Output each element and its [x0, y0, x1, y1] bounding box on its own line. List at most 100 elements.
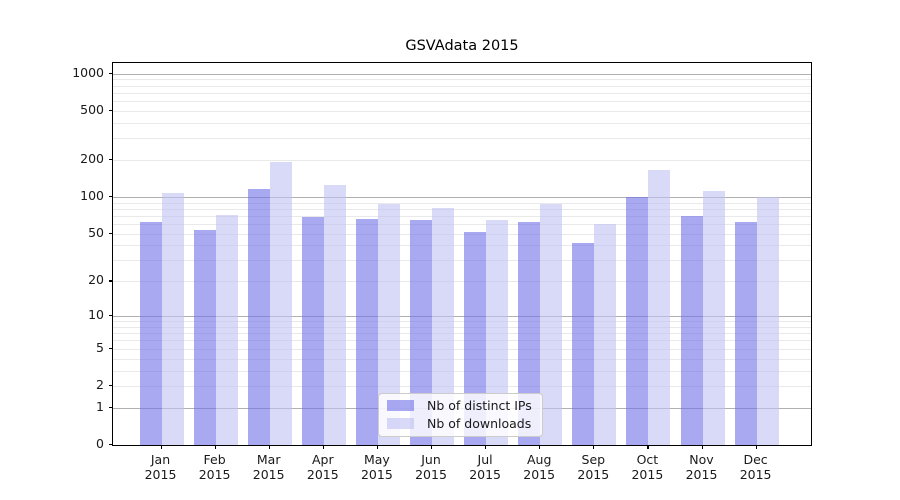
- legend-label-distinct-ips: Nb of distinct IPs: [427, 398, 532, 413]
- x-axis-tick: [755, 445, 757, 449]
- major-gridline: [113, 197, 811, 198]
- x-axis-tick: [485, 445, 487, 449]
- minor-gridline: [113, 281, 811, 283]
- minor-gridline: [113, 386, 811, 387]
- bar-sep-distinct-ips: [572, 242, 595, 445]
- y-axis-tick-label: 200: [80, 151, 104, 166]
- minor-gridline: [113, 245, 811, 247]
- y-axis-tick-label: 0: [96, 436, 104, 451]
- minor-gridline: [113, 233, 811, 235]
- minor-gridline: [113, 321, 811, 323]
- y-axis-tick-label: 50: [88, 224, 104, 240]
- minor-gridline: [113, 370, 811, 372]
- x-axis-tick: [268, 445, 270, 449]
- bar-apr-distinct-ips: [301, 217, 324, 445]
- minor-gridline: [113, 348, 811, 350]
- minor-gridline: [113, 79, 811, 81]
- minor-gridline: [113, 326, 811, 328]
- bar-feb-downloads: [215, 215, 238, 445]
- y-axis-tick: [109, 347, 113, 349]
- minor-gridline: [113, 202, 811, 204]
- x-axis-tick: [322, 445, 324, 449]
- x-axis-tick: [214, 445, 216, 449]
- x-axis-tick-label: Jul 2015: [469, 452, 501, 482]
- major-gridline: [113, 73, 811, 75]
- major-gridline: [113, 316, 811, 318]
- y-axis-tick: [109, 280, 113, 282]
- x-axis-tick-label: Mar 2015: [252, 452, 285, 482]
- y-axis-tick-label: 500: [80, 101, 104, 117]
- minor-gridline: [113, 110, 811, 112]
- x-axis-tick: [431, 445, 433, 449]
- minor-gridline: [113, 260, 811, 262]
- y-axis-tick-label: 1000: [72, 64, 104, 80]
- legend-item-distinct-ips: Nb of distinct IPs: [387, 398, 532, 413]
- bar-jul-downloads: [486, 219, 509, 445]
- bar-jul-distinct-ips: [464, 231, 487, 445]
- y-axis-tick-label: 20: [88, 272, 104, 288]
- y-axis-tick-label: 1: [96, 398, 104, 414]
- bar-nov-distinct-ips: [680, 215, 703, 445]
- bar-feb-distinct-ips: [193, 229, 216, 445]
- x-axis-tick-label: Oct 2015: [631, 452, 664, 482]
- y-axis-tick-label: 5: [96, 339, 104, 355]
- bar-jan-downloads: [161, 193, 184, 445]
- x-axis-tick-label: Dec 2015: [739, 452, 772, 482]
- y-axis-tick-label: 100: [80, 188, 104, 203]
- y-axis-tick: [109, 444, 113, 446]
- plot-area: [112, 62, 812, 446]
- legend-item-downloads: Nb of downloads: [387, 416, 532, 431]
- minor-gridline: [113, 122, 811, 124]
- minor-gridline: [113, 340, 811, 342]
- bar-aug-distinct-ips: [518, 222, 541, 445]
- x-axis-tick: [647, 445, 649, 449]
- y-axis-tick: [109, 406, 113, 408]
- bar-may-distinct-ips: [355, 219, 378, 445]
- minor-gridline: [113, 160, 811, 161]
- bar-mar-downloads: [269, 161, 292, 445]
- x-axis-tick-label: May 2015: [360, 452, 393, 482]
- plot-canvas: [113, 63, 811, 445]
- legend-swatch-distinct-ips: [387, 400, 414, 411]
- y-axis-tick: [109, 159, 113, 161]
- minor-gridline: [113, 224, 811, 226]
- bar-jun-distinct-ips: [410, 219, 432, 445]
- y-axis-tick: [109, 72, 113, 74]
- minor-gridline: [113, 101, 811, 103]
- x-axis-tick-label: Jan 2015: [144, 452, 177, 482]
- bar-may-downloads: [377, 203, 400, 445]
- legend: Nb of distinct IPs Nb of downloads: [378, 393, 543, 437]
- bar-apr-downloads: [323, 184, 346, 445]
- minor-gridline: [113, 85, 811, 87]
- minor-gridline: [113, 208, 811, 210]
- y-axis-tick-label: 2: [96, 377, 104, 392]
- x-axis-tick-label: Nov 2015: [685, 452, 718, 482]
- x-axis-tick-label: Aug 2015: [523, 452, 556, 482]
- x-axis-tick-label: Jun 2015: [415, 452, 447, 482]
- x-axis-tick-label: Apr 2015: [306, 452, 339, 482]
- y-axis-tick: [109, 315, 113, 317]
- minor-gridline: [113, 138, 811, 140]
- bar-nov-downloads: [702, 190, 725, 445]
- x-axis-tick: [593, 445, 595, 449]
- y-axis-tick: [109, 385, 113, 387]
- legend-swatch-downloads: [387, 418, 414, 429]
- x-axis-tick-label: Feb 2015: [198, 452, 231, 482]
- bar-dec-distinct-ips: [734, 222, 757, 445]
- y-axis-tick: [109, 109, 113, 112]
- minor-gridline: [113, 92, 811, 94]
- bar-aug-downloads: [540, 203, 563, 445]
- bar-jan-distinct-ips: [139, 222, 162, 445]
- minor-gridline: [113, 215, 811, 217]
- x-axis-tick: [376, 445, 379, 449]
- legend-label-downloads: Nb of downloads: [427, 416, 532, 431]
- y-axis-tick-label: 10: [88, 307, 104, 323]
- y-axis-tick: [109, 196, 113, 198]
- y-axis-tick: [109, 232, 113, 234]
- minor-gridline: [113, 358, 811, 360]
- bar-sep-downloads: [594, 224, 617, 445]
- bar-oct-downloads: [648, 169, 671, 445]
- minor-gridline: [113, 333, 811, 335]
- x-axis-tick: [701, 445, 703, 449]
